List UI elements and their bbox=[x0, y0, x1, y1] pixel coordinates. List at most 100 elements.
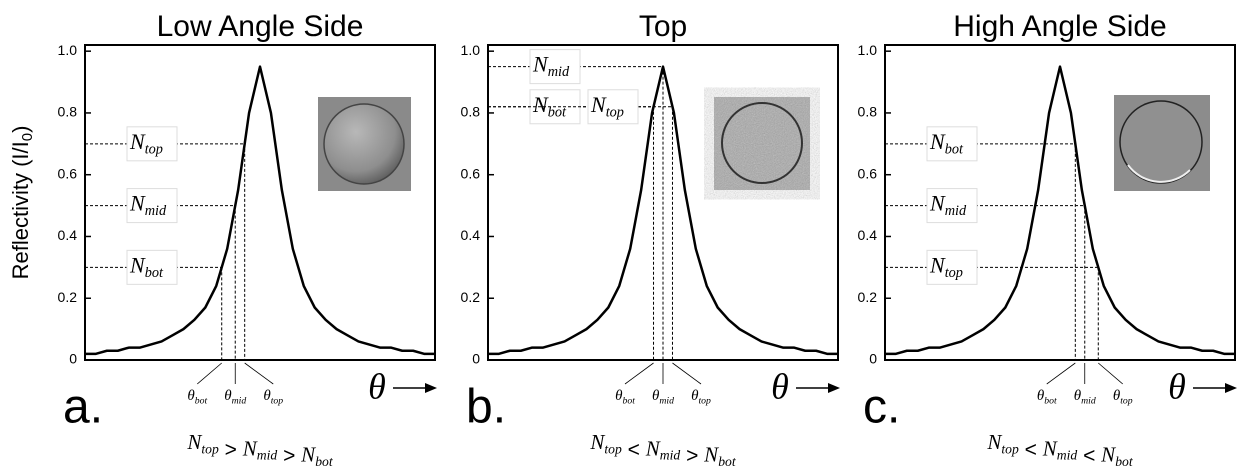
symbol: N bbox=[129, 252, 146, 277]
subscript: top bbox=[604, 441, 622, 456]
symbol: N bbox=[532, 52, 549, 77]
symbol: N bbox=[589, 430, 605, 454]
theta-label: θtop bbox=[691, 388, 711, 406]
chart-title: High Angle Side bbox=[953, 10, 1167, 43]
label-text: Reflectivity (I/I bbox=[8, 141, 33, 279]
operator: > bbox=[680, 444, 704, 466]
condition: Ntop > Nmid > Nbot bbox=[186, 430, 333, 466]
level-label: Nmid bbox=[532, 52, 570, 81]
level-label: Nbot bbox=[532, 92, 567, 121]
subscript: bot bbox=[315, 454, 334, 466]
theta-label: θmid bbox=[652, 388, 674, 406]
subscript: mid bbox=[660, 448, 681, 463]
level-label: Nbot bbox=[929, 129, 964, 158]
plot-frame bbox=[84, 44, 436, 361]
inset-a bbox=[318, 97, 411, 191]
symbol: N bbox=[986, 430, 1002, 454]
theta-label: θtop bbox=[1113, 388, 1133, 406]
subscript: top bbox=[698, 396, 711, 407]
panel-letter: a. bbox=[63, 381, 103, 434]
reflectivity-curve bbox=[488, 65, 838, 356]
theta-label: θmid bbox=[1074, 388, 1096, 406]
y-tick-label: 0.4 bbox=[58, 227, 78, 243]
theta-label: θbot bbox=[1037, 388, 1057, 406]
y-tick-label: 0.2 bbox=[858, 289, 878, 305]
reflectivity-curve bbox=[85, 65, 435, 356]
y-tick-label: 0.8 bbox=[58, 104, 78, 120]
subscript: top bbox=[945, 265, 963, 281]
inset-b bbox=[714, 97, 810, 190]
symbol: N bbox=[590, 92, 607, 117]
subscript: mid bbox=[659, 396, 674, 407]
level-label-box bbox=[126, 126, 178, 162]
operator: > bbox=[277, 444, 301, 466]
subscript: top bbox=[201, 441, 219, 456]
symbol: N bbox=[300, 442, 316, 466]
y-axis-label: Reflectivity (I/I0) bbox=[8, 126, 36, 280]
subscript: mid bbox=[257, 448, 278, 463]
theta-label: θtop bbox=[263, 388, 283, 406]
x-axis-arrowhead bbox=[425, 383, 437, 393]
symbol: N bbox=[1042, 436, 1058, 460]
theta-connector bbox=[1098, 362, 1124, 385]
theta-connector bbox=[672, 362, 702, 385]
y-tick-label: 0 bbox=[69, 351, 77, 367]
level-label-box bbox=[926, 188, 978, 224]
symbol: θ bbox=[1074, 388, 1082, 404]
subscript: bot bbox=[1044, 396, 1057, 407]
subscript: bot bbox=[945, 142, 964, 158]
y-tick-label: 0.4 bbox=[858, 227, 878, 243]
inset-c bbox=[1114, 95, 1210, 191]
level-label-box bbox=[926, 249, 978, 285]
level-label: Nmid bbox=[129, 191, 167, 220]
y-tick-label: 1.0 bbox=[858, 42, 878, 58]
y-tick-label: 1.0 bbox=[461, 42, 481, 58]
symbol: θ bbox=[1113, 388, 1121, 404]
y-tick-label: 0.8 bbox=[858, 104, 878, 120]
symbol: N bbox=[929, 191, 946, 216]
symbol: θ bbox=[691, 388, 699, 404]
theta-label: θmid bbox=[224, 388, 246, 406]
subscript: mid bbox=[232, 396, 247, 407]
level-label-box bbox=[126, 188, 178, 224]
subscript: bot bbox=[145, 265, 164, 281]
subscript: top bbox=[1001, 441, 1019, 456]
y-tick-label: 0 bbox=[869, 351, 877, 367]
symbol: N bbox=[929, 129, 946, 154]
condition: Ntop < Nmid > Nbot bbox=[589, 430, 736, 466]
chart-title: Low Angle Side bbox=[157, 10, 364, 43]
subscript: top bbox=[271, 396, 284, 407]
y-tick-label: 0.4 bbox=[461, 227, 481, 243]
subscript: bot bbox=[195, 396, 208, 407]
y-tick-label: 0.6 bbox=[858, 165, 878, 181]
theta-label: θbot bbox=[615, 388, 635, 406]
subscript: bot bbox=[622, 396, 635, 407]
panel-letter: c. bbox=[863, 381, 900, 434]
theta-connector bbox=[1046, 362, 1076, 385]
theta-label: θbot bbox=[187, 388, 207, 406]
operator: < bbox=[1077, 444, 1101, 466]
plot-frame bbox=[487, 44, 839, 361]
x-axis-arrowhead bbox=[828, 383, 840, 393]
symbol: N bbox=[929, 252, 946, 277]
operator: > bbox=[219, 438, 243, 461]
subscript: bot bbox=[548, 105, 567, 121]
y-tick-label: 0.6 bbox=[461, 165, 481, 181]
level-label: Ntop bbox=[129, 129, 163, 158]
symbol: N bbox=[186, 430, 202, 454]
label-text: ) bbox=[8, 126, 33, 133]
subscript: top bbox=[1120, 396, 1133, 407]
level-label-box bbox=[529, 49, 581, 85]
symbol: N bbox=[703, 442, 719, 466]
y-tick-label: 0.6 bbox=[58, 165, 78, 181]
symbol: N bbox=[242, 436, 258, 460]
theta-connector bbox=[244, 362, 274, 385]
y-tick-label: 1.0 bbox=[58, 42, 78, 58]
x-axis-label: θ bbox=[1168, 366, 1186, 406]
plot-frame bbox=[884, 44, 1236, 361]
symbol: θ bbox=[224, 388, 232, 404]
level-label: Nbot bbox=[129, 252, 164, 281]
operator: < bbox=[622, 438, 646, 461]
symbol: N bbox=[129, 129, 146, 154]
